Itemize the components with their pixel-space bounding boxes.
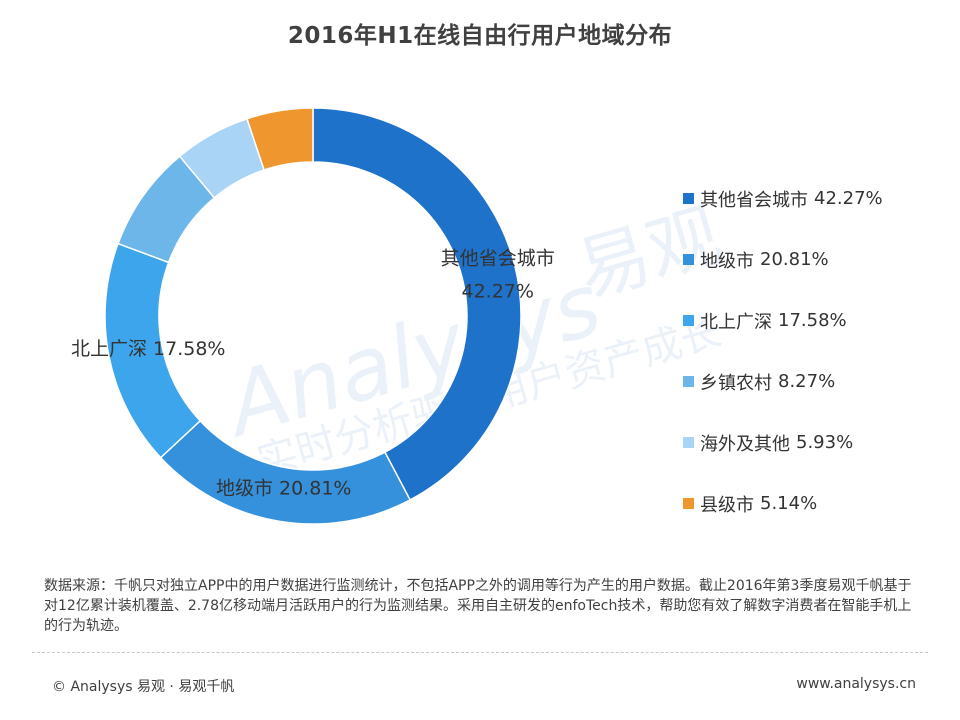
legend-label: 海外及其他 <box>700 433 790 455</box>
legend-swatch <box>683 315 694 326</box>
legend-item-4: 乡镇农村 8.27% <box>683 351 943 412</box>
legend-label: 其他省会城市 <box>700 189 808 211</box>
legend-swatch <box>683 498 694 509</box>
footer-website: www.analysys.cn <box>796 676 916 692</box>
legend-value: 8.27% <box>778 371 836 392</box>
legend-swatch <box>683 193 694 204</box>
legend-value: 42.27% <box>814 188 883 209</box>
legend-label: 乡镇农村 <box>700 372 772 394</box>
legend-value: 5.93% <box>796 432 854 453</box>
slice-data-label-2: 地级市 20.81% <box>216 478 352 500</box>
legend-value: 20.81% <box>760 249 829 270</box>
legend-item-3: 北上广深 17.58% <box>683 290 943 351</box>
data-source-note: 数据来源：千帆只对独立APP中的用户数据进行监测统计，不包括APP之外的调用等行… <box>44 578 912 634</box>
legend-item-1: 其他省会城市 42.27% <box>683 168 943 229</box>
legend-swatch <box>683 376 694 387</box>
slice-data-label-1: 其他省会城市 42.27% <box>441 248 555 303</box>
slice-data-label-3: 北上广深 17.58% <box>71 338 226 360</box>
legend-item-5: 海外及其他 5.93% <box>683 412 943 473</box>
footer-copyright: © Analysys 易观 · 易观千帆 <box>52 679 235 695</box>
legend-swatch <box>683 437 694 448</box>
legend-label: 地级市 <box>700 250 754 272</box>
legend-value: 17.58% <box>778 310 847 331</box>
donut-slice-1 <box>312 107 522 501</box>
legend-label: 县级市 <box>700 494 754 516</box>
legend-item-6: 县级市 5.14% <box>683 473 943 534</box>
chart-title: 2016年H1在线自由行用户地域分布 <box>287 23 673 49</box>
donut-slice-6 <box>246 107 314 171</box>
footer-divider <box>32 652 928 653</box>
legend-label: 北上广深 <box>700 311 772 333</box>
chart-legend: 其他省会城市 42.27% 地级市 20.81% 北上广深 17.58% 乡镇农村 8.27%… <box>683 168 943 534</box>
legend-value: 5.14% <box>760 493 818 514</box>
legend-swatch <box>683 254 694 265</box>
legend-item-2: 地级市 20.81% <box>683 229 943 290</box>
